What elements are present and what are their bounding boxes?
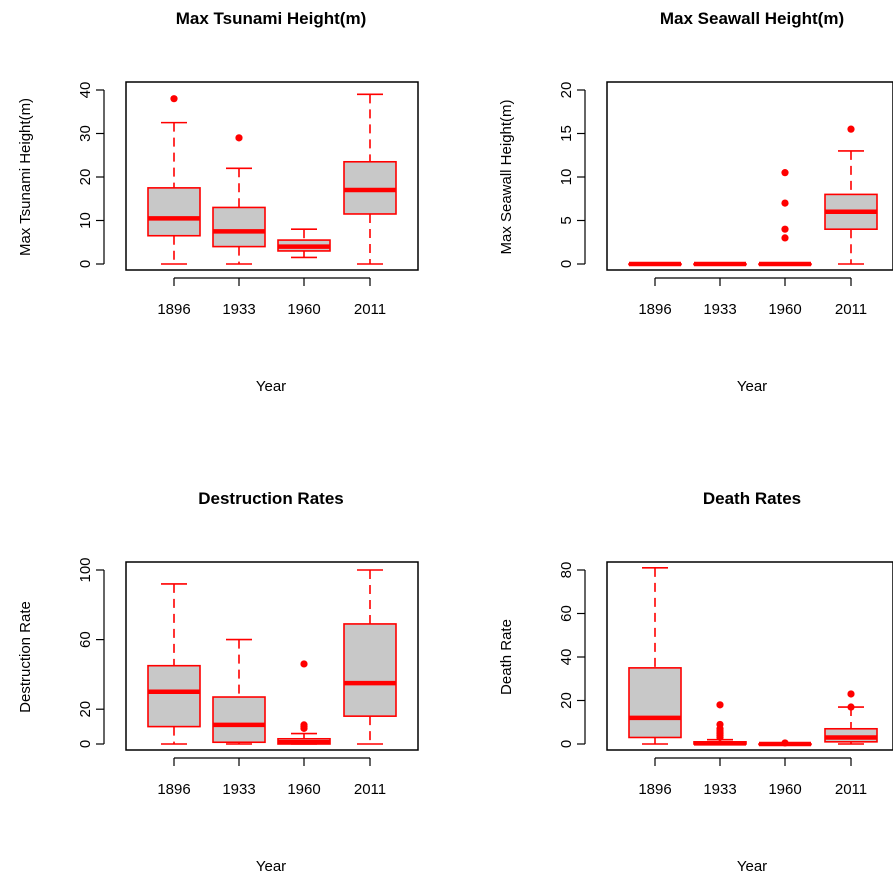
- outlier-point: [781, 739, 789, 747]
- y-tick-label: 20: [77, 701, 94, 718]
- boxplot-box: [147, 583, 201, 745]
- chart-title: Max Tsunami Height(m): [176, 9, 366, 28]
- plot-frame: [606, 561, 893, 751]
- boxplot-box: [277, 660, 331, 745]
- chart-title: Death Rates: [703, 489, 801, 508]
- outlier-point: [716, 720, 724, 729]
- y-tick-label: 40: [77, 82, 94, 99]
- plot-frame: [606, 81, 893, 271]
- x-axis-label: Year: [737, 378, 767, 395]
- boxplot-box: [824, 690, 878, 745]
- y-tick-label: 0: [77, 260, 94, 268]
- plot-frame: [125, 561, 419, 751]
- panel-seawall-height: Max Seawall Height(m) Max Seawall Height…: [498, 9, 893, 395]
- boxplot-box: [758, 169, 812, 267]
- x-tick-label: 1960: [287, 781, 320, 798]
- y-tick-label: 10: [558, 169, 575, 186]
- y-tick-label: 0: [558, 260, 575, 268]
- x-tick-label: 1960: [768, 781, 801, 798]
- y-tick-label: 30: [77, 125, 94, 142]
- outlier-point: [170, 95, 178, 103]
- y-tick-label: 60: [558, 605, 575, 622]
- x-tick-label: 1933: [703, 301, 736, 318]
- y-tick-label: 40: [558, 649, 575, 666]
- plot-frame: [125, 81, 419, 271]
- outlier-point: [847, 125, 855, 133]
- x-tick-label: 1960: [768, 301, 801, 318]
- iqr-box: [147, 664, 201, 728]
- x-tick-label: 2011: [835, 781, 867, 798]
- y-tick-label: 0: [558, 740, 575, 748]
- y-tick-label: 20: [558, 692, 575, 709]
- x-tick-label: 2011: [354, 301, 386, 318]
- y-axis-label: Death Rate: [498, 619, 515, 695]
- outlier-point: [781, 225, 789, 233]
- chart-title: Destruction Rates: [198, 489, 343, 508]
- y-tick-label: 15: [558, 125, 575, 142]
- boxplot-box: [147, 95, 201, 265]
- y-tick-label: 100: [77, 557, 94, 582]
- outlier-point: [847, 690, 855, 698]
- boxplot-box: [758, 739, 812, 747]
- x-tick-label: 1933: [703, 781, 736, 798]
- boxplot-box: [693, 701, 747, 746]
- x-tick-label: 1896: [157, 781, 190, 798]
- x-tick-label: 1896: [638, 781, 671, 798]
- x-axis-label: Year: [256, 378, 286, 395]
- x-tick-label: 2011: [354, 781, 386, 798]
- y-tick-label: 5: [558, 216, 575, 224]
- x-tick-label: 1933: [222, 781, 255, 798]
- panel-destruction-rates: Destruction Rates Destruction Rate Year …: [17, 489, 419, 875]
- boxplot-box: [343, 569, 397, 745]
- boxplot-box: [212, 134, 266, 265]
- outlier-point: [300, 721, 308, 729]
- x-tick-label: 1896: [157, 301, 190, 318]
- y-axis-label: Max Tsunami Height(m): [17, 98, 34, 256]
- boxplot-box: [693, 261, 747, 267]
- outlier-point: [781, 234, 789, 242]
- iqr-box: [147, 187, 201, 237]
- boxplot-box: [628, 261, 682, 267]
- y-tick-label: 20: [558, 82, 575, 99]
- y-tick-label: 20: [77, 169, 94, 186]
- y-tick-label: 60: [77, 631, 94, 648]
- x-tick-label: 1933: [222, 301, 255, 318]
- panel-tsunami-height: Max Tsunami Height(m) Max Tsunami Height…: [17, 9, 419, 395]
- x-axis-label: Year: [737, 858, 767, 875]
- panel-death-rates: Death Rates Death Rate Year 0 20 40 60 80 189…: [498, 489, 893, 875]
- outlier-point: [847, 703, 855, 711]
- chart-title: Max Seawall Height(m): [660, 9, 844, 28]
- iqr-box: [343, 623, 397, 717]
- x-tick-label: 1960: [287, 301, 320, 318]
- iqr-box: [212, 206, 266, 248]
- outlier-point: [300, 660, 308, 668]
- iqr-box: [628, 667, 682, 739]
- y-tick-label: 80: [558, 562, 575, 579]
- x-tick-label: 1896: [638, 301, 671, 318]
- boxplot-box: [824, 125, 878, 265]
- boxplot-box: [628, 567, 682, 745]
- boxplot-box: [343, 93, 397, 265]
- outlier-point: [235, 134, 243, 142]
- outlier-point: [716, 701, 724, 709]
- outlier-point: [781, 199, 789, 207]
- y-axis-label: Max Seawall Height(m): [498, 99, 515, 254]
- y-axis-label: Destruction Rate: [17, 601, 34, 713]
- iqr-box: [212, 696, 266, 744]
- boxplot-box: [212, 638, 266, 745]
- x-axis-label: Year: [256, 858, 286, 875]
- outlier-point: [781, 169, 789, 177]
- y-tick-label: 10: [77, 212, 94, 229]
- boxplot-box: [277, 228, 331, 259]
- x-tick-label: 2011: [835, 301, 867, 318]
- y-tick-label: 0: [77, 740, 94, 748]
